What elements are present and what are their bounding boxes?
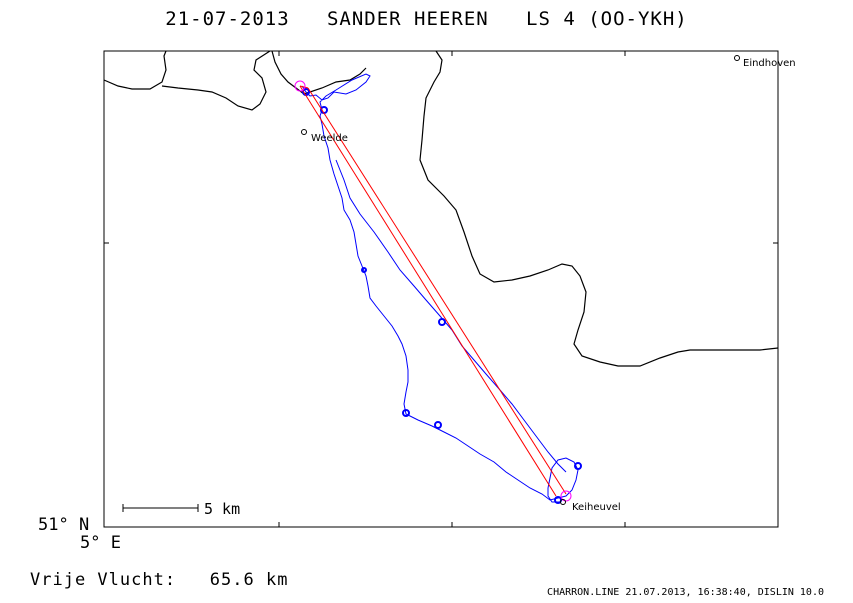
place-eindhoven: Eindhoven [734, 55, 796, 69]
flight-track [301, 73, 579, 503]
place-marker-icon [734, 55, 740, 61]
place-keiheuvel: Keiheuvel [560, 499, 621, 513]
turnpoint-end [560, 490, 572, 502]
map-title: 21-07-2013 SANDER HEEREN LS 4 (OO-YKH) [165, 8, 688, 30]
place-label: Keiheuvel [572, 502, 621, 513]
axis-ticks [104, 51, 778, 527]
longitude-label: 5° E [80, 533, 121, 553]
scale-bar-label: 5 km [204, 500, 240, 518]
distance-label: Vrije Vlucht: [30, 570, 177, 590]
place-marker-icon [301, 129, 307, 135]
distance-readout: Vrije Vlucht: 65.6 km [30, 570, 288, 590]
latitude-label: 51° N [38, 515, 90, 535]
scale-bar: 5 km [122, 500, 240, 518]
task-line [299, 85, 567, 497]
place-label: Weelde [311, 133, 348, 144]
turnpoint-start [294, 80, 306, 92]
country-border [103, 50, 779, 367]
map-frame [103, 50, 779, 528]
place-weelde: Weelde [301, 129, 348, 144]
place-label: Eindhoven [743, 58, 796, 69]
footer-info: CHARRON.LINE 21.07.2013, 16:38:40, DISLI… [547, 587, 824, 598]
place-marker-icon [560, 499, 566, 505]
distance-value: 65.6 km [209, 570, 289, 590]
